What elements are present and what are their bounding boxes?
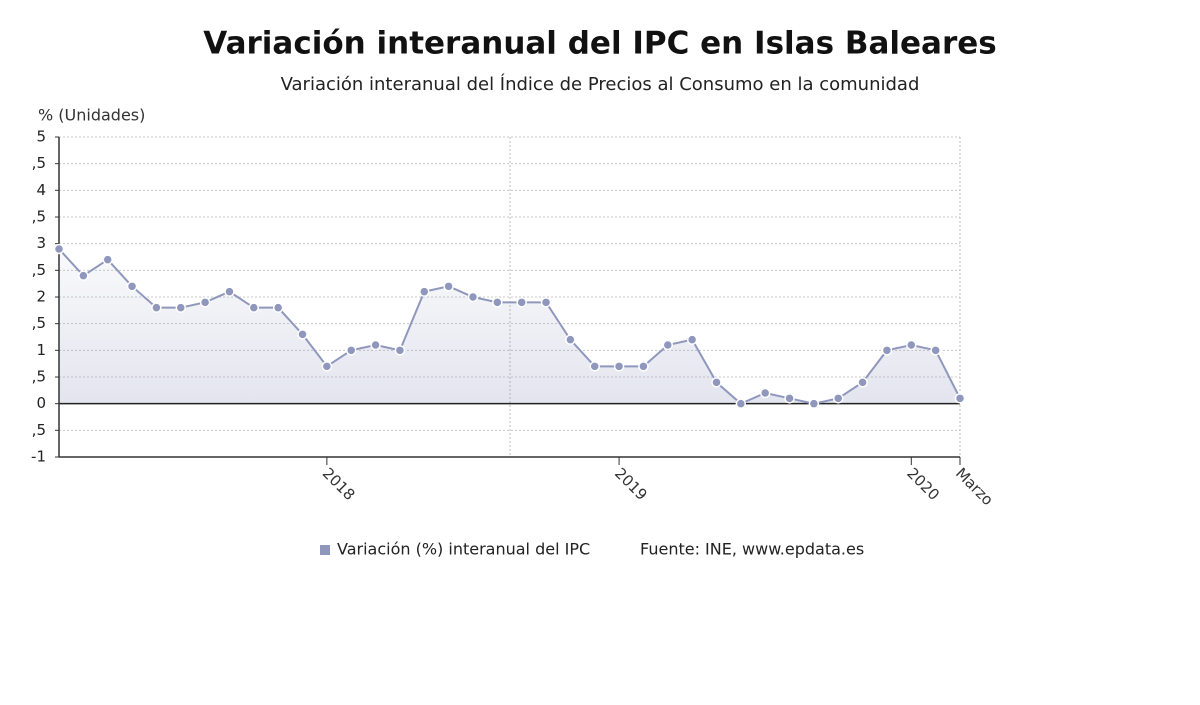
point [759,387,771,399]
y-tick-label: 4 [36,181,46,199]
y-tick-label: 3 [36,234,46,252]
point [906,339,917,351]
point [662,339,674,351]
point [126,281,138,292]
point [78,270,89,281]
y-axis-label: % (Unidades) [38,106,145,125]
point [248,302,260,313]
point [443,281,454,292]
y-tick-label: 3,5 [22,208,46,226]
point [175,302,187,313]
point [686,334,698,345]
y-tick-label: -1 [31,448,46,466]
y-tick-label: -0,5 [17,421,46,439]
point [272,302,284,313]
point [565,334,576,345]
point [151,302,162,313]
point [102,254,113,265]
point [735,398,747,409]
y-tick-label: 0 [36,394,46,412]
point [589,361,600,372]
area [59,249,960,404]
x-tick-label: 2020 [903,464,943,504]
x-tick-label: 2018 [319,464,359,504]
chart-title: Variación interanual del IPC en Islas Ba… [203,26,996,62]
point [613,361,625,372]
point [857,377,868,388]
y-tick-label: 2,5 [22,261,46,279]
point [881,345,893,356]
point [370,339,381,351]
point [492,297,503,308]
point [711,377,722,388]
point [199,297,211,308]
point [784,393,795,404]
y-tick-label: 0,5 [22,368,46,386]
legend-label: Variación (%) interanual del IPC [337,540,590,559]
y-tick-label: 4,5 [22,154,46,172]
y-tick-label: 2 [36,288,46,306]
y-tick-label: 5 [36,128,46,146]
y-tick-label: 1,5 [22,314,46,332]
x-tick-label: Marzo [952,464,997,509]
source: Fuente: INE, www.epdata.es [640,540,864,559]
point [224,286,235,297]
point [394,345,406,356]
point [467,291,479,303]
point [53,243,65,255]
point [930,345,941,356]
legend-swatch [320,545,330,555]
point [419,286,430,297]
point [516,297,527,308]
point [638,361,649,372]
point [540,297,552,308]
point [954,393,966,404]
point [321,361,333,372]
point [808,398,820,409]
point [297,329,308,340]
point [345,345,357,356]
x-tick-label: 2019 [611,464,651,504]
point [832,393,844,404]
y-tick-label: 1 [36,341,46,359]
chart-subtitle: Variación interanual del Índice de Preci… [281,73,920,95]
